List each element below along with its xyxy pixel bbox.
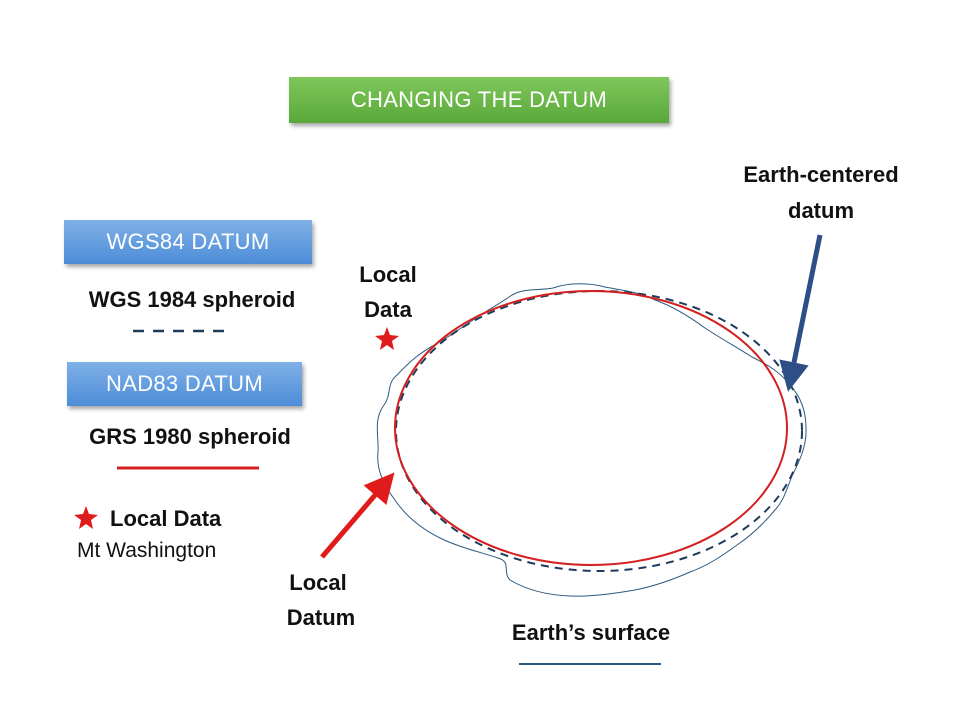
legend-local-data-location: Mt Washington xyxy=(77,539,217,562)
local-data-star-icon xyxy=(375,327,399,350)
earth-centered-label-line2: datum xyxy=(788,198,854,223)
earth-centered-label-line1: Earth-centered xyxy=(743,162,899,187)
local-data-label-line2: Data xyxy=(364,297,412,322)
nad83-datum-banner: NAD83 DATUM xyxy=(67,362,302,406)
title-text: CHANGING THE DATUM xyxy=(350,87,608,112)
local-datum-label-line1: Local xyxy=(289,570,347,595)
local-datum-arrow xyxy=(320,472,395,559)
earth-surface-outline xyxy=(376,283,807,597)
earths-surface-label: Earth’s surface xyxy=(511,620,671,645)
earth-centered-datum-arrow xyxy=(779,234,823,392)
title-banner: CHANGING THE DATUM xyxy=(289,77,669,123)
local-datum-label-line2: Datum xyxy=(286,605,356,630)
wgs84-datum-banner: WGS84 DATUM xyxy=(64,220,312,264)
nad83-datum-label: NAD83 DATUM xyxy=(106,371,263,396)
local-data-label-line1: Local xyxy=(359,262,417,287)
legend-local-data-label: Local Data xyxy=(110,506,222,531)
grs80-spheroid-ellipse xyxy=(394,290,788,566)
legend-star-icon xyxy=(74,506,98,529)
wgs84-datum-label: WGS84 DATUM xyxy=(106,229,270,254)
wgs84-spheroid-label: WGS 1984 spheroid xyxy=(88,287,296,312)
grs80-spheroid-label: GRS 1980 spheroid xyxy=(89,424,291,449)
